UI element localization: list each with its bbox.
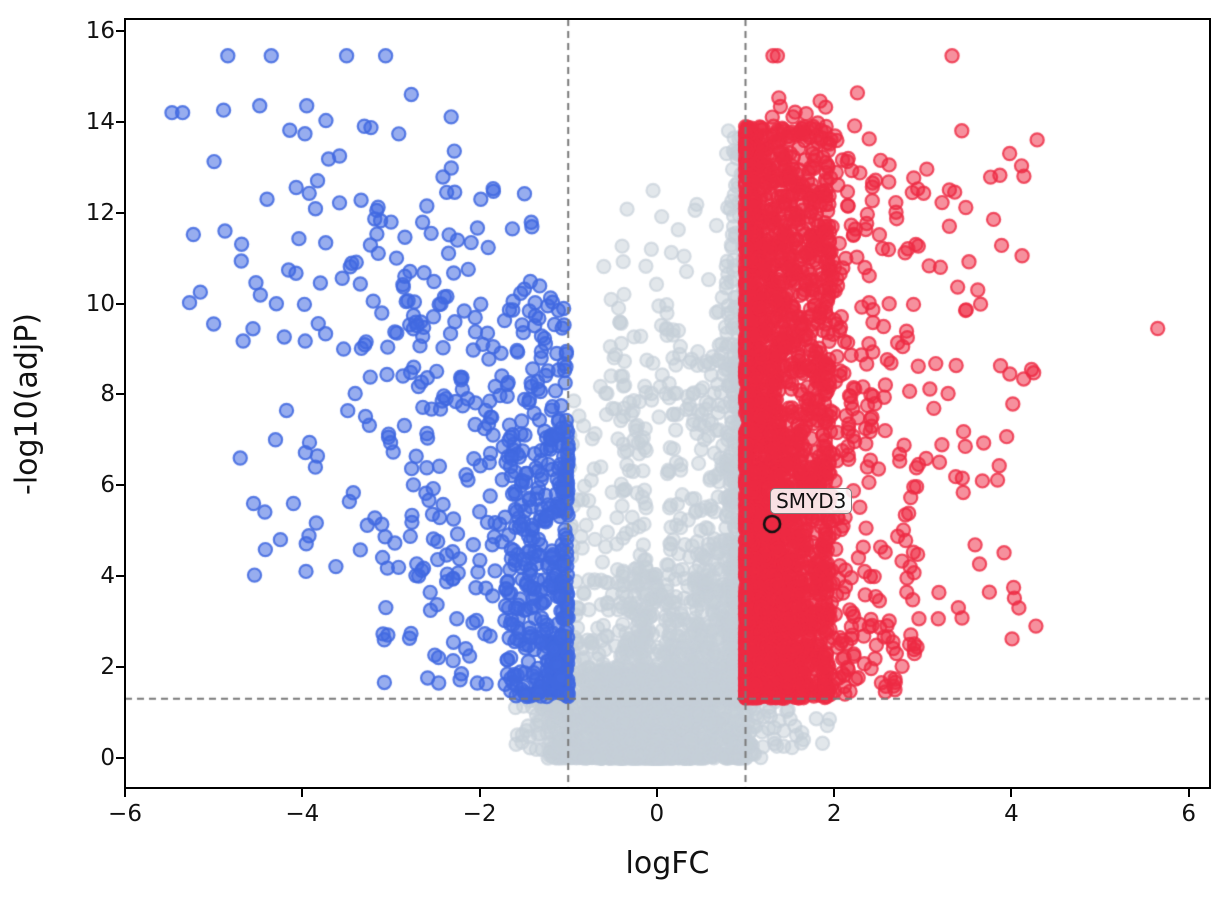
- x-tick-label: −4: [285, 801, 320, 827]
- annotation-label-smyd3: SMYD3: [770, 487, 853, 514]
- y-tick-label: 2: [100, 654, 115, 681]
- y-tick-label: 6: [100, 472, 115, 499]
- y-tick-mark: [116, 666, 124, 669]
- y-tick-label: 14: [85, 108, 115, 135]
- y-tick-label: 0: [100, 745, 115, 771]
- y-tick-mark: [116, 575, 124, 578]
- y-tick-mark: [116, 484, 124, 487]
- y-tick-mark: [116, 29, 124, 32]
- x-tick-mark: [301, 789, 304, 797]
- x-tick-mark: [833, 789, 836, 797]
- y-tick-mark: [116, 211, 124, 214]
- x-axis-label: logFC: [625, 846, 710, 881]
- y-tick-label: 12: [85, 199, 115, 226]
- y-tick-label: 4: [100, 563, 115, 590]
- y-tick-label: 8: [100, 381, 115, 408]
- x-tick-mark: [1187, 789, 1190, 797]
- x-tick-label: −2: [462, 801, 497, 827]
- x-tick-label: 0: [649, 801, 665, 827]
- x-tick-mark: [655, 789, 658, 797]
- x-tick-label: 2: [826, 801, 842, 827]
- y-tick-mark: [116, 120, 124, 123]
- x-tick-label: −6: [108, 801, 142, 827]
- y-tick-mark: [116, 302, 124, 305]
- x-tick-label: 6: [1181, 801, 1197, 827]
- x-tick-mark: [124, 789, 126, 797]
- y-tick-mark: [116, 393, 124, 396]
- plot-frame: [124, 18, 1211, 789]
- x-tick-mark: [1010, 789, 1013, 797]
- y-tick-label: 10: [85, 290, 115, 317]
- x-tick-label: 4: [1004, 801, 1019, 827]
- y-tick-label: 16: [85, 17, 115, 44]
- x-tick-mark: [478, 789, 481, 797]
- y-tick-mark: [116, 757, 124, 759]
